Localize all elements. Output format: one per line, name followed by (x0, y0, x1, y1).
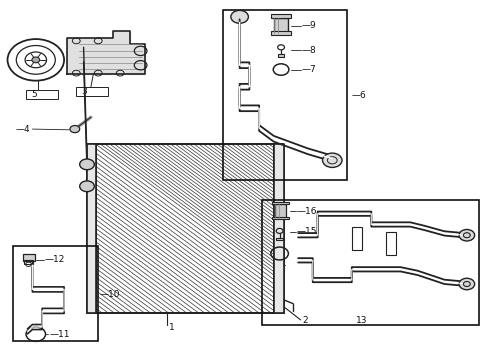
Bar (87, 144, 96, 313)
Circle shape (80, 159, 94, 170)
Bar (87, 144, 96, 313)
Circle shape (230, 10, 248, 23)
Bar (277, 54, 284, 57)
Text: —8: —8 (302, 46, 316, 55)
Text: 13: 13 (355, 316, 366, 325)
Text: —15: —15 (296, 228, 317, 237)
Bar (271, 31, 290, 35)
Circle shape (458, 278, 474, 290)
Bar (76, 87, 108, 96)
Text: —4: —4 (15, 125, 30, 134)
Bar (222, 10, 346, 180)
Bar (385, 232, 395, 255)
Text: —11: —11 (49, 330, 70, 339)
Bar (273, 18, 288, 33)
Bar (26, 90, 58, 99)
Bar (275, 204, 285, 218)
Polygon shape (66, 31, 144, 74)
Bar (271, 14, 290, 18)
Bar (273, 144, 284, 313)
Bar (351, 226, 361, 250)
Bar (273, 144, 284, 313)
Bar (261, 200, 478, 325)
Bar (272, 202, 288, 204)
Text: 1: 1 (169, 323, 175, 332)
Text: —9: —9 (302, 21, 316, 30)
Text: 5: 5 (31, 90, 37, 99)
Circle shape (32, 57, 40, 63)
Bar (13, 246, 98, 341)
Circle shape (80, 181, 94, 192)
Bar (96, 144, 273, 313)
Text: —6: —6 (351, 91, 366, 100)
Bar (96, 144, 273, 313)
Bar (24, 260, 33, 264)
Bar (22, 254, 35, 261)
Text: —12: —12 (44, 255, 65, 264)
Circle shape (458, 229, 474, 241)
Circle shape (70, 126, 80, 133)
Text: —10: —10 (99, 290, 120, 299)
Bar (276, 238, 283, 240)
Text: 14: 14 (276, 261, 287, 270)
Text: 3: 3 (81, 86, 87, 95)
Text: 2: 2 (302, 316, 307, 325)
Bar (272, 217, 288, 220)
Text: —7: —7 (302, 65, 316, 74)
Text: —16: —16 (296, 207, 317, 216)
Circle shape (322, 153, 341, 167)
